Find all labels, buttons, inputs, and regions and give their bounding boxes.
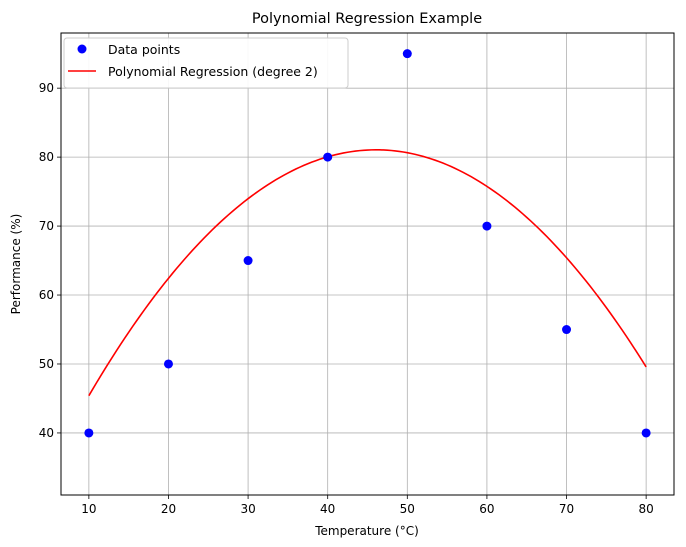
x-tick-label: 10 [81, 502, 96, 516]
x-tick-label: 60 [479, 502, 494, 516]
legend-label-data-points: Data points [108, 42, 180, 57]
plot-area-frame [60, 32, 675, 496]
x-tick-label: 30 [240, 502, 255, 516]
data-point [243, 256, 253, 266]
data-points [84, 49, 651, 438]
data-point [84, 428, 94, 438]
data-point [482, 221, 492, 231]
legend-marker-data-points [77, 44, 87, 54]
y-tick-label: 90 [39, 81, 54, 95]
data-point [562, 325, 572, 335]
grid-lines [61, 33, 674, 495]
y-tick-label: 60 [39, 288, 54, 302]
y-tick-label: 80 [39, 150, 54, 164]
y-tick-label: 70 [39, 219, 54, 233]
data-point [323, 152, 333, 162]
legend: Data points Polynomial Regression (degre… [63, 37, 349, 89]
data-point [641, 428, 651, 438]
data-point [163, 359, 173, 369]
x-axis: 10 20 30 40 50 60 70 80 [81, 495, 654, 516]
x-tick-label: 20 [161, 502, 176, 516]
legend-label-regression: Polynomial Regression (degree 2) [108, 64, 318, 79]
x-tick-label: 50 [400, 502, 415, 516]
x-tick-label: 80 [638, 502, 653, 516]
x-axis-title: Temperature (°C) [314, 524, 419, 538]
y-axis: 40 50 60 70 80 90 [39, 81, 61, 440]
x-tick-label: 40 [320, 502, 335, 516]
data-point [402, 49, 412, 59]
legend-box [63, 37, 349, 89]
x-tick-label: 70 [559, 502, 574, 516]
y-tick-label: 40 [39, 426, 54, 440]
y-tick-label: 50 [39, 357, 54, 371]
chart-title: Polynomial Regression Example [252, 11, 482, 27]
regression-curve [88, 149, 647, 397]
y-axis-title: Performance (%) [9, 214, 23, 315]
